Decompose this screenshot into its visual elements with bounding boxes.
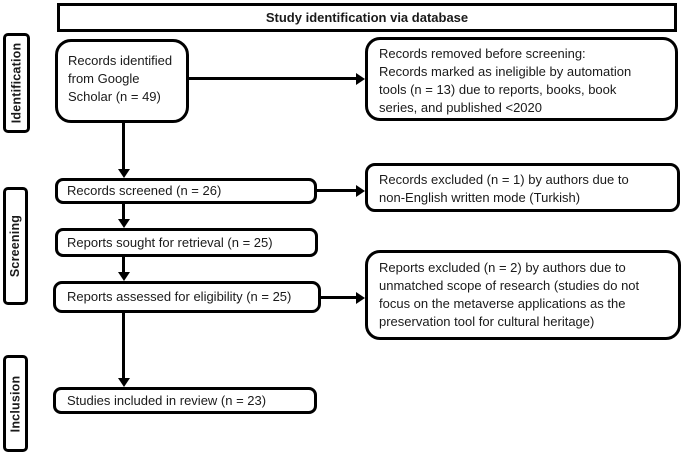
- stage-label-screening-text: Screening: [8, 214, 23, 278]
- box-records-excluded: Records excluded (n = 1) by authors due …: [365, 163, 680, 212]
- box-reports-assessed: Reports assessed for eligibility (n = 25…: [53, 281, 321, 313]
- box-studies-included: Studies included in review (n = 23): [53, 387, 317, 414]
- box-reports-assessed-text: Reports assessed for eligibility (n = 25…: [67, 289, 292, 304]
- arrow-sought-to-assessed: [122, 257, 125, 272]
- arrow-assessed-to-excluded: [321, 296, 356, 299]
- stage-label-inclusion: Inclusion: [3, 355, 28, 452]
- box-reports-excluded: Reports excluded (n = 2) by authors due …: [365, 250, 681, 340]
- box-records-identified: Records identified from Google Scholar (…: [55, 39, 189, 123]
- box-records-removed: Records removed before screening: Record…: [365, 37, 678, 121]
- arrow-screened-to-excluded: [317, 189, 356, 192]
- arrow-identified-to-screened: [122, 123, 125, 169]
- box-studies-included-text: Studies included in review (n = 23): [67, 392, 267, 408]
- arrow-identified-to-removed: [189, 77, 356, 80]
- arrow-assessed-to-included: [122, 313, 125, 378]
- box-records-screened-text: Records screened (n = 26): [67, 183, 222, 198]
- box-reports-sought-text: Reports sought for retrieval (n = 25): [67, 234, 273, 250]
- box-reports-sought: Reports sought for retrieval (n = 25): [55, 228, 318, 257]
- stage-label-identification-text: Identification: [9, 42, 24, 124]
- arrow-screened-to-sought: [122, 204, 125, 219]
- stage-label-screening: Screening: [3, 187, 28, 305]
- stage-label-inclusion-text: Inclusion: [8, 375, 23, 432]
- header-banner: Study identification via database: [57, 3, 677, 32]
- box-records-screened: Records screened (n = 26): [55, 178, 317, 204]
- header-title: Study identification via database: [265, 10, 469, 25]
- stage-label-identification: Identification: [3, 33, 30, 133]
